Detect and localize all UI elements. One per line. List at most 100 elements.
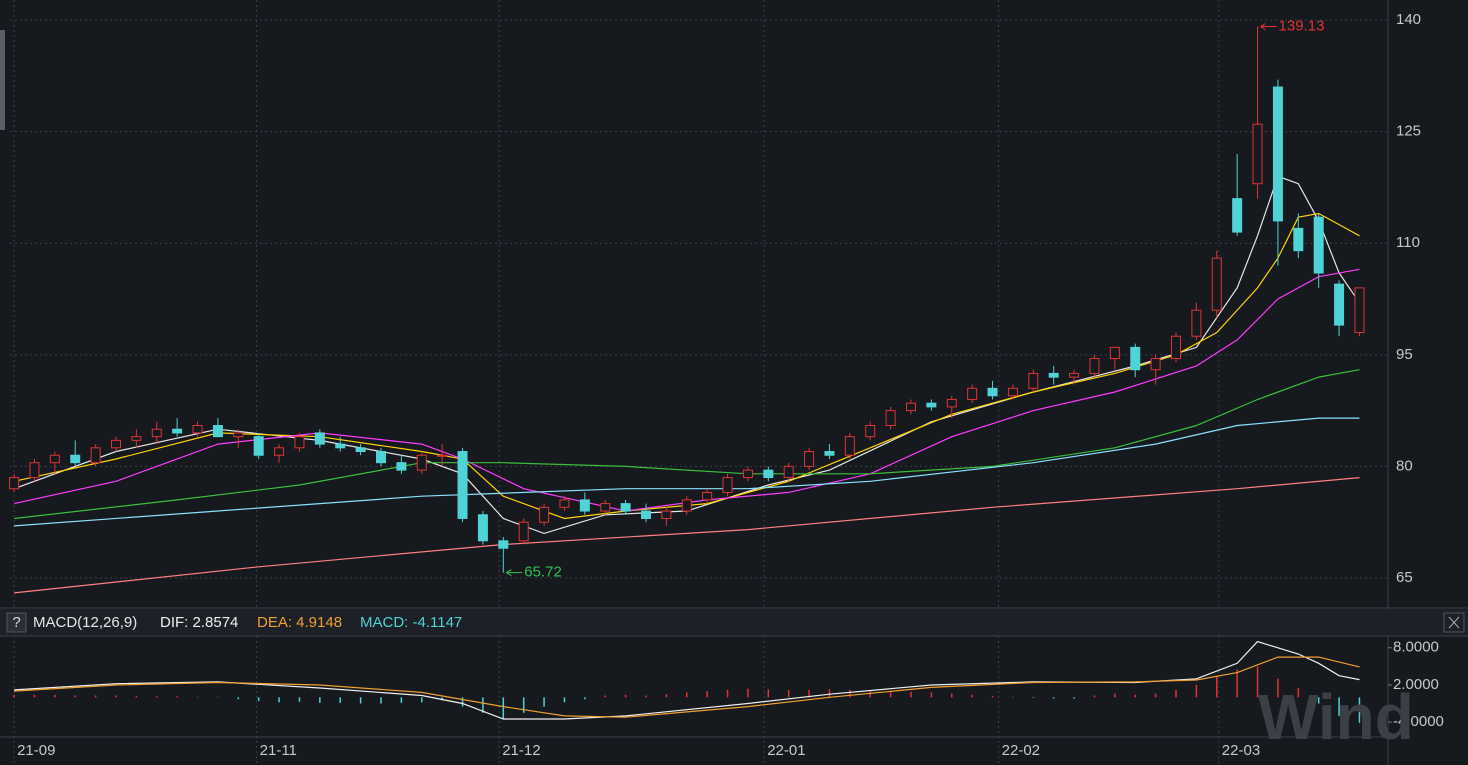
legend-dif: DIF: 2.8574 xyxy=(160,614,238,631)
candle-body xyxy=(1272,86,1283,222)
candle-body xyxy=(885,410,896,426)
candle-body xyxy=(111,439,121,449)
y-tick-label: 2.0000 xyxy=(1393,676,1439,693)
candle-body xyxy=(763,469,774,479)
candle-body xyxy=(926,402,937,408)
line-series xyxy=(14,477,1360,594)
candle-body xyxy=(253,436,264,456)
y-tick-label: 140 xyxy=(1396,11,1421,28)
candle-body xyxy=(9,477,20,490)
candle-body xyxy=(1211,257,1222,311)
close-button[interactable] xyxy=(1443,612,1465,633)
candle-body xyxy=(804,451,815,467)
candle-body xyxy=(151,428,162,438)
line-series xyxy=(13,175,1360,535)
line-series xyxy=(13,212,1360,520)
annotation-label: 139.13 xyxy=(1279,18,1325,35)
candle-body xyxy=(539,506,550,523)
y-tick-label: -4.0000 xyxy=(1393,713,1444,730)
candle-body xyxy=(865,424,876,438)
x-tick-label: 21-11 xyxy=(260,742,297,759)
candle-body xyxy=(49,454,60,464)
candle-body xyxy=(722,477,733,493)
candle-body xyxy=(559,499,570,508)
candle-body xyxy=(192,424,203,434)
candle-body xyxy=(641,510,651,519)
x-tick-label: 22-01 xyxy=(767,742,805,759)
candle-body xyxy=(1028,372,1039,389)
x-tick-label: 22-02 xyxy=(1002,742,1040,759)
candle-body xyxy=(1109,346,1120,360)
line-series xyxy=(14,656,1360,718)
help-icon[interactable]: ? xyxy=(12,614,20,631)
candle-body xyxy=(314,432,325,445)
candle-body xyxy=(742,469,753,479)
y-tick-label: 8.0000 xyxy=(1393,639,1439,656)
annotation-arrow xyxy=(1260,23,1277,30)
candle-body xyxy=(681,499,692,512)
candle-body xyxy=(1150,358,1161,371)
candle-body xyxy=(274,447,285,456)
candle-body xyxy=(1293,227,1304,252)
y-tick-label: 95 xyxy=(1396,346,1413,363)
candle-body xyxy=(131,436,142,441)
candle-body xyxy=(906,402,916,412)
x-tick-label: 21-09 xyxy=(17,742,55,759)
candle-body xyxy=(437,454,448,457)
side-tab xyxy=(0,30,5,130)
candle-body xyxy=(212,424,223,438)
candle-body xyxy=(620,503,631,512)
annotation-label: 65.72 xyxy=(524,564,562,581)
legend-dea: DEA: 4.9148 xyxy=(257,614,342,631)
candle-body xyxy=(498,540,509,549)
candle-body xyxy=(1334,283,1345,326)
candle-body xyxy=(661,510,672,519)
candle-body xyxy=(90,447,101,464)
help-button[interactable] xyxy=(6,612,27,633)
indicator-bar xyxy=(0,609,1468,636)
candle-body xyxy=(172,428,183,434)
candle-body xyxy=(1354,287,1365,334)
candle-body xyxy=(518,521,529,542)
close-icon[interactable] xyxy=(1448,616,1460,629)
candle-body xyxy=(1232,198,1243,233)
line-series xyxy=(14,369,1360,520)
candle-body xyxy=(355,447,366,453)
annotation-arrow xyxy=(506,569,523,577)
candle-body xyxy=(702,491,713,501)
candle-body xyxy=(967,387,978,400)
candle-body xyxy=(579,499,590,512)
x-tick-label: 22-03 xyxy=(1222,742,1260,759)
x-tick-label: 21-12 xyxy=(502,742,540,759)
candle-body xyxy=(233,432,244,438)
y-tick-label: 110 xyxy=(1396,234,1420,251)
candle-body xyxy=(396,462,407,471)
candle-body xyxy=(294,436,305,449)
line-series xyxy=(14,640,1360,720)
candle-body xyxy=(29,462,40,479)
candle-body xyxy=(1007,387,1018,397)
y-tick-label: 125 xyxy=(1396,123,1421,140)
candle-body xyxy=(1089,358,1100,374)
candle-body xyxy=(457,451,468,519)
candle-body xyxy=(1252,123,1263,185)
candle-body xyxy=(600,503,611,512)
candle-body xyxy=(1069,372,1080,378)
candle-body xyxy=(416,454,427,471)
candle-body xyxy=(946,398,957,408)
candle-body xyxy=(1048,372,1059,378)
candle-body xyxy=(783,465,794,479)
y-tick-label: 80 xyxy=(1396,457,1413,474)
legend-macd: MACD: -4.1147 xyxy=(360,614,462,631)
indicator-name: MACD(12,26,9) xyxy=(33,614,137,631)
y-tick-label: 65 xyxy=(1396,569,1413,586)
candle-body xyxy=(1313,216,1324,274)
candle-body xyxy=(1130,346,1141,371)
line-series xyxy=(14,417,1360,527)
candle-body xyxy=(335,443,346,449)
candle-body xyxy=(1191,309,1202,337)
candle-body xyxy=(1171,335,1181,360)
